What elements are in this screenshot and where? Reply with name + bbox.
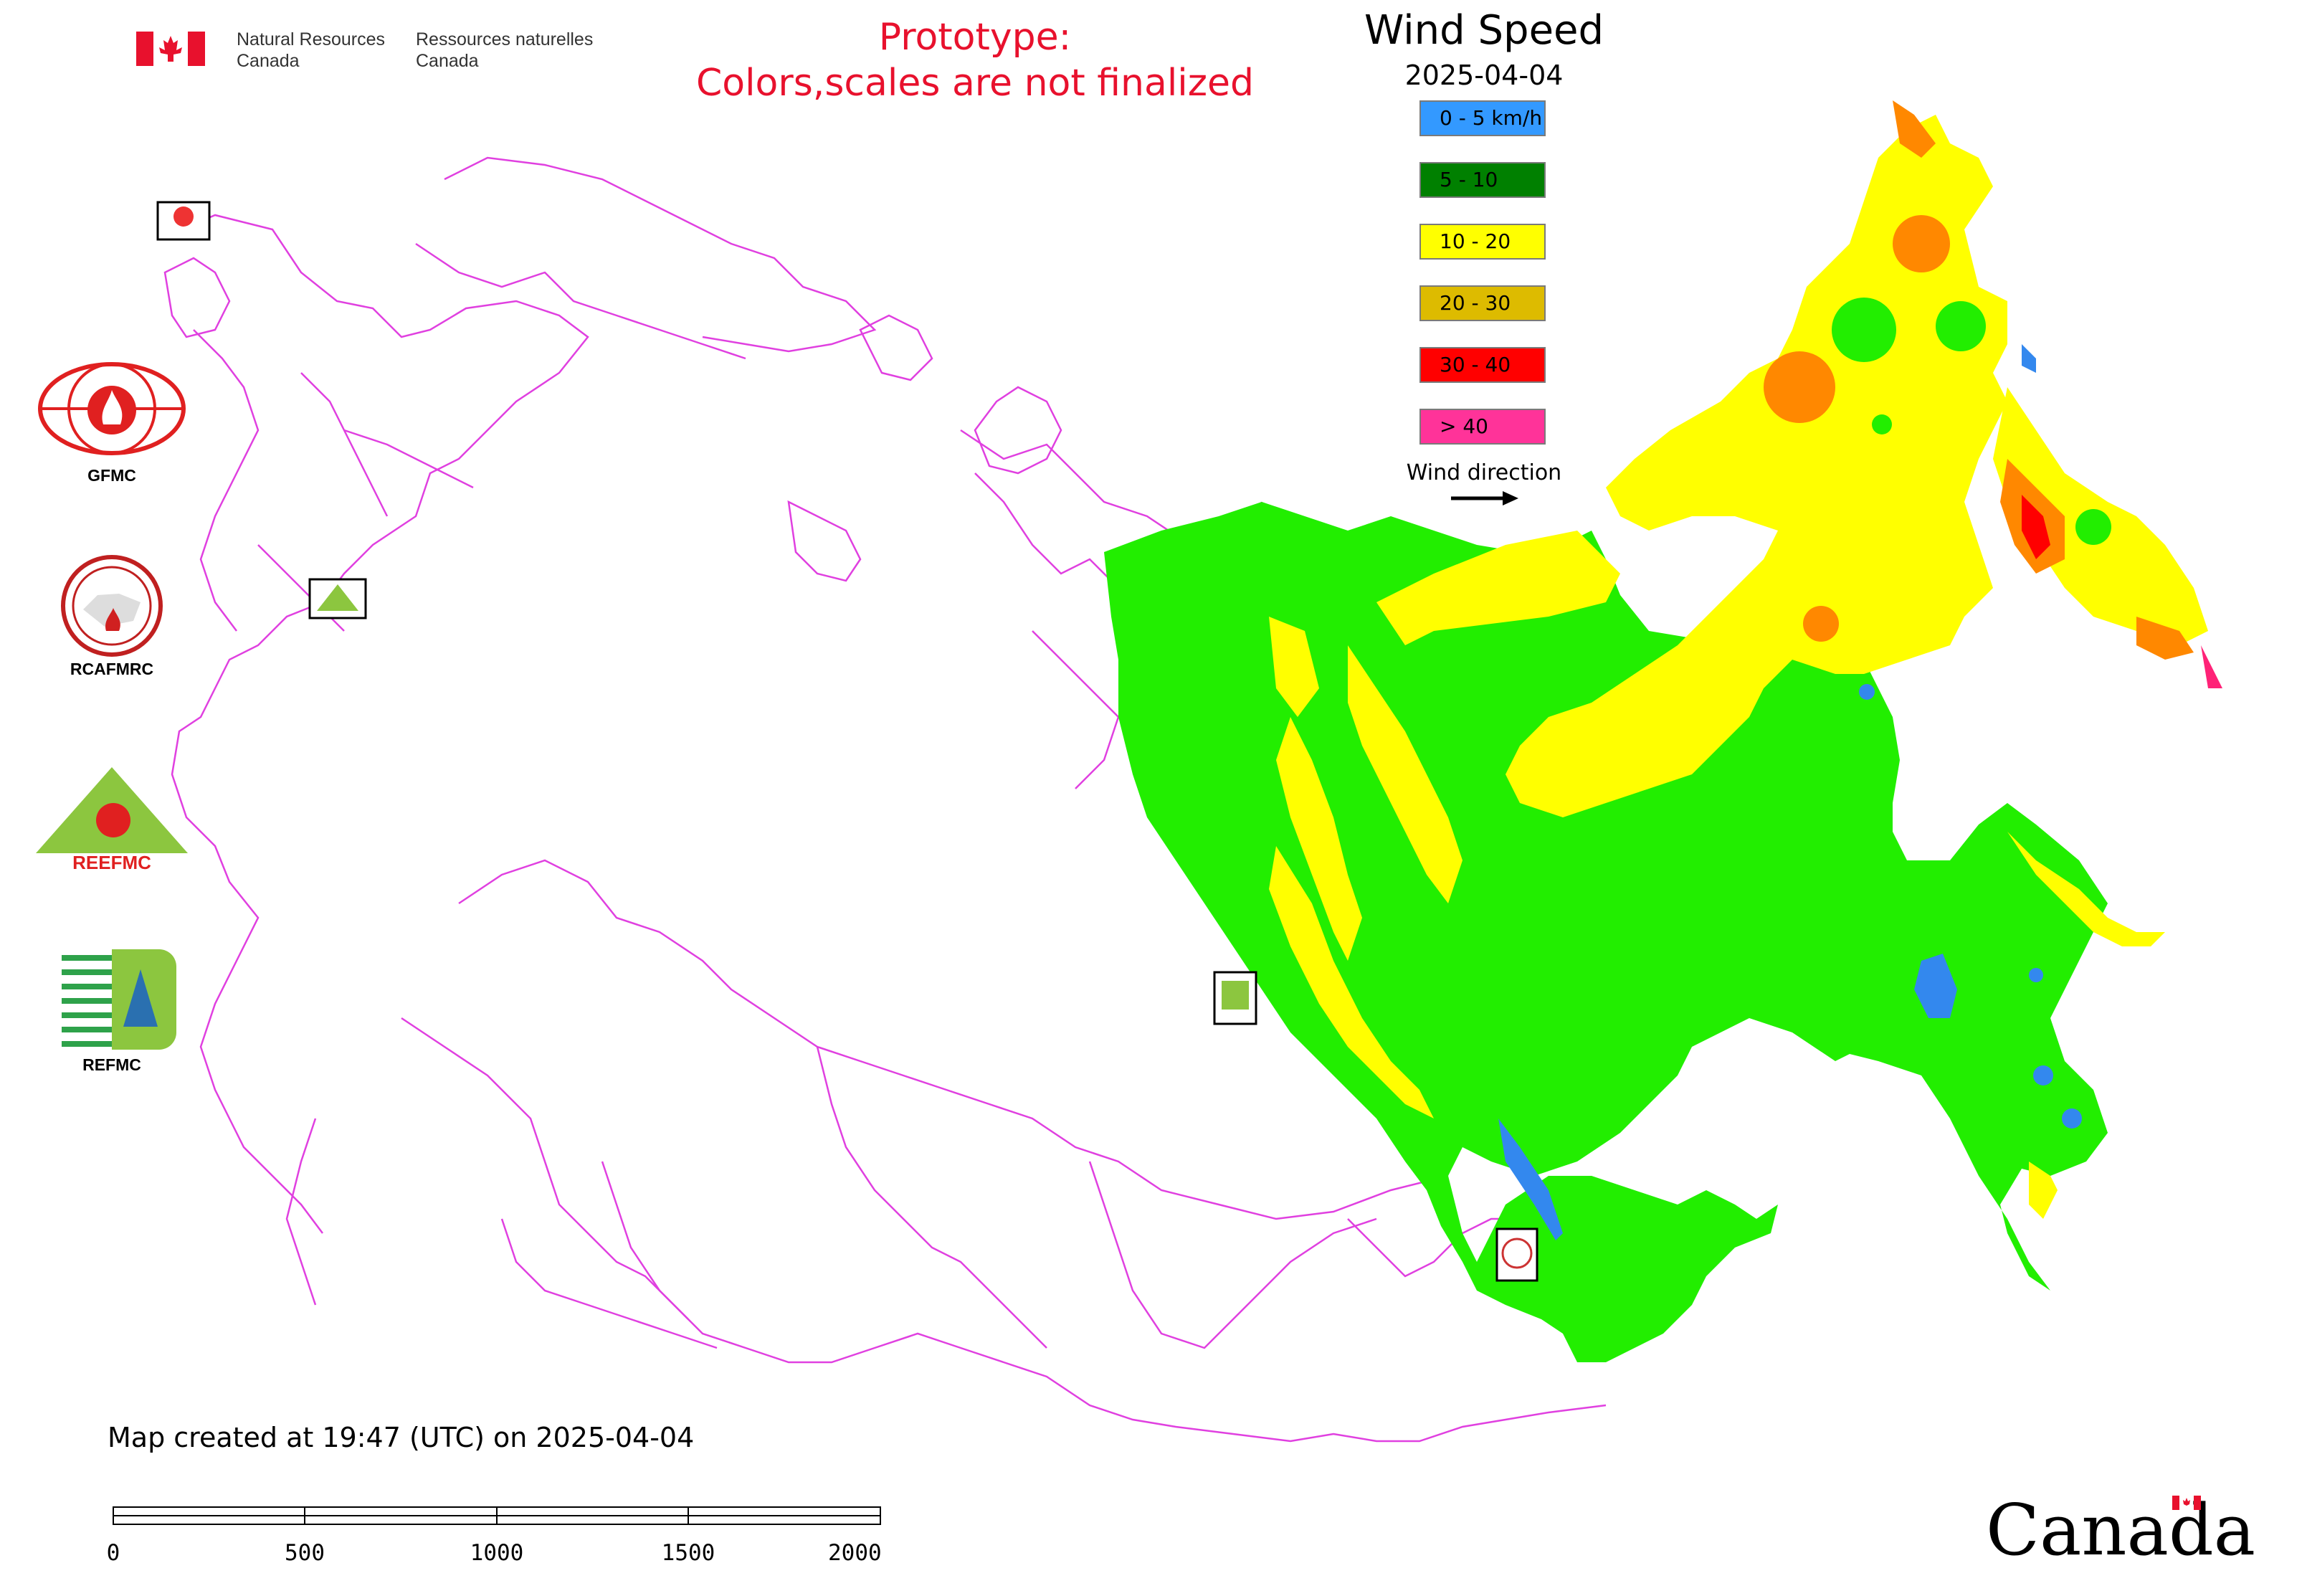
scale-tick-label: 0: [108, 1540, 120, 1566]
canada-flag-icon: [136, 32, 205, 66]
legend-title: Wind Speed: [1364, 7, 1604, 54]
org-name-fr-line2: Canada: [416, 51, 479, 71]
station-marker-refmc-icon[interactable]: [1213, 971, 1257, 1025]
refmc-logo[interactable]: REFMC: [26, 948, 198, 1075]
reefmc-wordmark: REEFMC: [72, 852, 151, 872]
region-wind-10-20: [1269, 115, 2208, 1219]
scale-bar: 0 500 1000 1500 2000 km: [108, 1506, 896, 1566]
org-name-en: Natural Resources Canada: [237, 29, 385, 72]
station-marker-rcafmrc-icon[interactable]: [1495, 1227, 1538, 1282]
government-signature: Natural Resources Canada Ressources natu…: [136, 26, 609, 76]
canada-wordmark-flag-icon: [2172, 1496, 2201, 1510]
legend-item-0-5: 0 - 5 km/h: [1419, 100, 1546, 136]
reefmc-logo-icon: REEFMC: [36, 767, 188, 872]
legend-item-label: 20 - 30: [1440, 291, 1511, 315]
org-name-en-line1: Natural Resources: [237, 29, 386, 49]
org-name-fr-line1: Ressources naturelles: [416, 29, 594, 49]
refmc-logo-caption: REFMC: [82, 1055, 141, 1074]
legend-item-30-40: 30 - 40: [1419, 347, 1546, 383]
legend-item-10-20: 10 - 20: [1419, 224, 1546, 260]
legend-date: 2025-04-04: [1404, 60, 1564, 91]
gfmc-logo-caption: GFMC: [87, 466, 136, 485]
legend-item-5-10: 5 - 10: [1419, 162, 1546, 198]
gfmc-logo-icon: [38, 362, 186, 455]
map-boundaries: [163, 156, 1607, 1443]
legend-item-label: 0 - 5 km/h: [1440, 106, 1543, 130]
legend-item-label: > 40: [1440, 414, 1488, 438]
legend-item-20-30: 20 - 30: [1419, 285, 1546, 321]
station-marker-reefmc-icon[interactable]: [308, 578, 367, 619]
region-wind-30-40: [2022, 495, 2050, 559]
scale-tick-label: 1000: [470, 1540, 524, 1566]
map-creation-timestamp: Map created at 19:47 (UTC) on 2025-04-04: [108, 1422, 695, 1453]
region-wind-over-40: [2201, 645, 2222, 688]
canada-wordmark-text: Canada: [1986, 1490, 2256, 1572]
org-name-fr: Ressources naturelles Canada: [416, 29, 593, 72]
prototype-notice-line1: Prototype:: [878, 16, 1072, 59]
legend-item-label: 30 - 40: [1440, 353, 1511, 376]
refmc-logo-icon: [62, 949, 176, 1050]
canada-wordmark: Canada: [1986, 1491, 2255, 1570]
station-marker-gfmc-icon[interactable]: [156, 201, 211, 241]
wind-direction-label: Wind direction: [1406, 460, 1562, 485]
region-green-spots: [1832, 298, 2111, 545]
scale-tick-label: 1500: [662, 1540, 715, 1566]
scale-tick-label: 2000 km: [828, 1540, 896, 1566]
wind-direction-arrow-icon: [1451, 491, 1518, 505]
scale-tick-label: 500: [285, 1540, 325, 1566]
gfmc-logo[interactable]: GFMC: [26, 358, 198, 485]
reefmc-logo[interactable]: REEFMC: [26, 764, 198, 872]
prototype-notice-line2: Colors,scales are not finalized: [695, 62, 1255, 105]
legend-item-over-40: > 40: [1419, 409, 1546, 445]
rcafmrc-logo-icon: [61, 555, 163, 657]
legend-item-label: 10 - 20: [1440, 229, 1511, 253]
legend-item-label: 5 - 10: [1440, 168, 1498, 191]
region-wind-0-5: [1498, 344, 2082, 1240]
rcafmrc-logo-caption: RCAFMRC: [70, 660, 154, 678]
prototype-notice: Prototype: Colors,scales are not finaliz…: [645, 14, 1305, 106]
org-name-en-line2: Canada: [237, 51, 300, 71]
rcafmrc-logo[interactable]: RCAFMRC: [26, 552, 198, 679]
